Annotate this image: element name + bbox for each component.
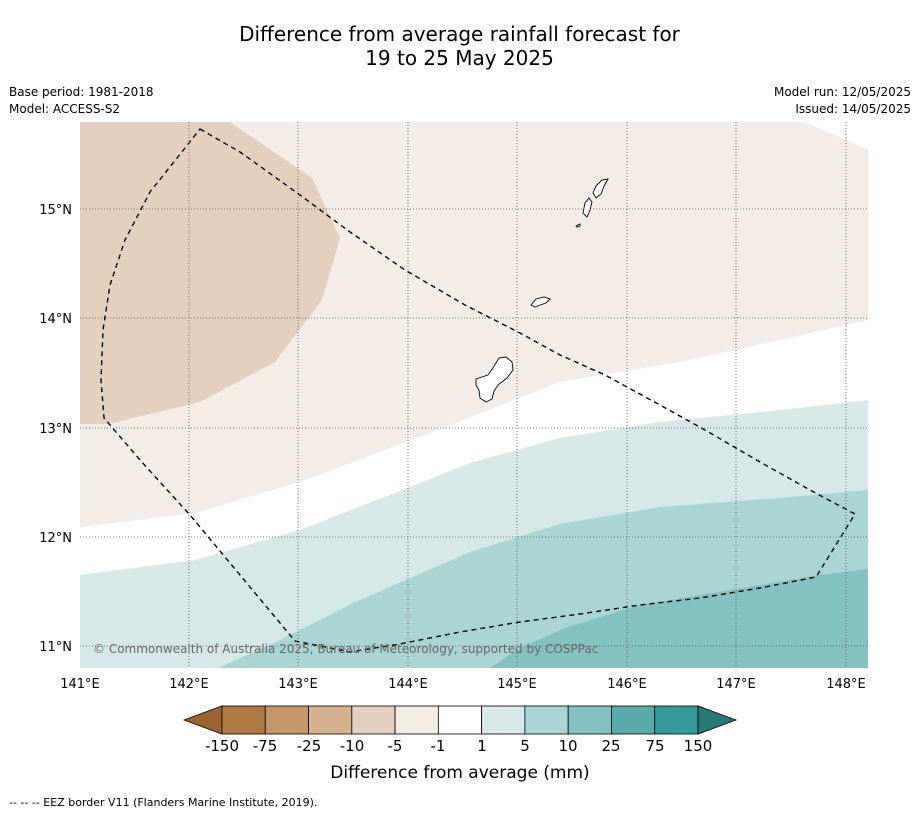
lon-label-147: 147°E: [716, 677, 756, 692]
title-line-1: Difference from average rainfall forecas…: [239, 22, 680, 46]
colorbar-label-1: 1: [477, 737, 487, 755]
colorbar-label-25: 25: [601, 737, 620, 755]
copyright-watermark: © Commonwealth of Australia 2025, Bureau…: [93, 642, 598, 656]
lon-label-141: 141°E: [60, 677, 100, 692]
colorbar-swatch: [221, 705, 266, 735]
colorbar-swatch: [394, 705, 439, 735]
lat-label-12: 12°N: [39, 531, 72, 546]
colorbar-label-150: 150: [684, 737, 713, 755]
meta-left: Base period: 1981-2018 Model: ACCESS-S2: [9, 84, 154, 118]
lon-label-148: 148°E: [826, 677, 866, 692]
colorbar-swatch: [654, 705, 699, 735]
issued-text: Issued: 14/05/2025: [795, 102, 911, 116]
lat-label-15: 15°N: [39, 203, 72, 218]
lon-label-146: 146°E: [607, 677, 647, 692]
colorbar-label-m150: -150: [205, 737, 239, 755]
colorbar-label-m5: -5: [388, 737, 403, 755]
lon-label-142: 142°E: [169, 677, 209, 692]
colorbar-label-75: 75: [645, 737, 664, 755]
island-guam: [475, 356, 514, 403]
colorbar-label-m1: -1: [431, 737, 446, 755]
map-panel: [80, 122, 868, 668]
model-run-text: Model run: 12/05/2025: [773, 85, 911, 99]
colorbar-extend-high: [697, 705, 738, 735]
island-rota: [530, 296, 551, 308]
colorbar-swatch: [351, 705, 396, 735]
colorbar-label-m10: -10: [340, 737, 365, 755]
lat-label-14: 14°N: [39, 312, 72, 327]
colorbar-label-5: 5: [520, 737, 530, 755]
map-title: Difference from average rainfall forecas…: [0, 22, 919, 70]
colorbar-label-m25: -25: [297, 737, 322, 755]
colorbar-label-m75: -75: [253, 737, 278, 755]
island-tinian: [582, 197, 593, 218]
eez-border: [100, 128, 856, 653]
colorbar-swatch: [437, 705, 483, 735]
title-line-2: 19 to 25 May 2025: [365, 46, 554, 70]
base-period-text: Base period: 1981-2018: [9, 85, 154, 99]
lat-label-13: 13°N: [39, 422, 72, 437]
colorbar-swatch: [524, 705, 569, 735]
lat-label-11: 11°N: [39, 640, 72, 655]
colorbar-swatch: [264, 705, 309, 735]
meta-right: Model run: 12/05/2025 Issued: 14/05/2025: [774, 84, 911, 118]
colorbar: [182, 705, 738, 735]
colorbar-swatch: [567, 705, 612, 735]
graticule: [80, 122, 868, 668]
colorbar-label-10: 10: [558, 737, 577, 755]
colorbar-extend-low: [182, 705, 223, 735]
lon-label-143: 143°E: [278, 677, 318, 692]
islands: [475, 178, 609, 403]
eez-footnote: -- -- -- EEZ border V11 (Flanders Marine…: [9, 796, 318, 809]
lon-label-144: 144°E: [388, 677, 428, 692]
colorbar-swatch: [308, 705, 353, 735]
contour-dry-5-10: [80, 122, 340, 424]
island-saipan: [592, 178, 609, 199]
island-aguijan: [575, 223, 581, 228]
lon-label-145: 145°E: [497, 677, 537, 692]
colorbar-title: Difference from average (mm): [330, 763, 589, 783]
colorbar-swatch: [611, 705, 656, 735]
model-text: Model: ACCESS-S2: [9, 102, 121, 116]
colorbar-swatch: [481, 705, 526, 735]
contour-wet-10-25: [490, 569, 868, 668]
